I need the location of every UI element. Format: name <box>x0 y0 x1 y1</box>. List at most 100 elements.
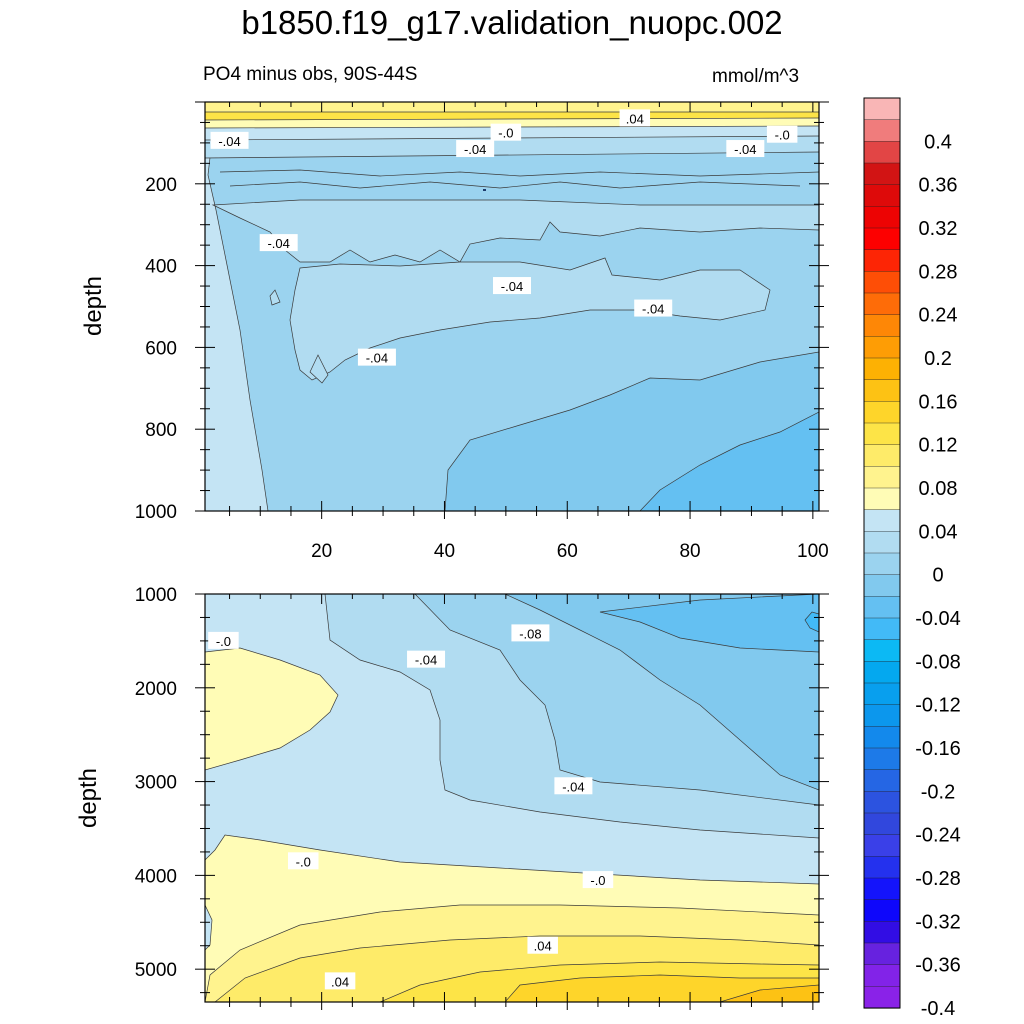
colorbar-label: 0.32 <box>919 218 958 240</box>
contour-label-box <box>210 131 249 149</box>
colorbar-label: -0.32 <box>915 911 961 933</box>
contour-label-box <box>259 234 298 252</box>
contour-line <box>229 181 801 189</box>
y-tick-label: 400 <box>145 257 177 278</box>
colorbar-swatch <box>863 314 901 337</box>
contour-label-text: -.0 <box>775 128 790 143</box>
contour-label-text: -.04 <box>366 351 388 366</box>
colorbar-label: 0.08 <box>919 478 958 500</box>
contour-label-text: -.04 <box>734 142 756 157</box>
colorbar-label: -0.2 <box>921 781 955 803</box>
colorbar-label: 0.12 <box>919 435 958 457</box>
colorbar-swatch <box>863 206 901 229</box>
top-contour-labels: .04 -.0 -.0 -.04 -.04 -.04 -.04 -.04 -.04 -.04 <box>210 109 798 366</box>
contour-label: -.08 <box>511 624 550 642</box>
colorbar-swatch <box>863 726 901 749</box>
y-tick-label: 1000 <box>135 502 177 523</box>
contour-line <box>219 169 819 177</box>
contour-label-box <box>527 936 558 954</box>
fill-pale-west <box>205 647 339 771</box>
contour-label: .04 <box>324 972 356 990</box>
top-panel: 20 40 60 80 100 200 400 600 800 1000 .04 -.0 -.0 -.0… <box>80 101 829 562</box>
contour-label-box <box>619 109 651 127</box>
contour-label-text: -.04 <box>464 142 486 157</box>
colorbar-swatch <box>863 899 901 922</box>
page-title: b1850.f19_g17.validation_nuopc.002 <box>241 4 783 41</box>
colorbar-swatch <box>863 119 901 142</box>
contour-label-box <box>490 123 522 141</box>
y-tick-label: 200 <box>145 175 177 196</box>
fill-deepest <box>639 411 819 511</box>
contour-label-text: -.04 <box>267 236 289 251</box>
bottom-axis-ticks: 1000 2000 3000 4000 5000 <box>135 585 829 1010</box>
contour-label-box <box>324 972 356 990</box>
colorbar-swatch <box>863 531 901 554</box>
contour-label-box <box>357 348 396 366</box>
colorbar-swatch <box>863 877 901 901</box>
colorbar-swatch <box>863 141 901 164</box>
bottom-y-axis-label: depth <box>75 768 102 828</box>
contour-label: -.04 <box>407 650 446 668</box>
colorbar-swatch <box>863 379 901 402</box>
contour-label-text: -.04 <box>415 653 437 668</box>
units-label: mmol/m^3 <box>712 66 800 87</box>
contour-label: -.04 <box>634 299 673 317</box>
colorbar-swatch <box>863 661 901 684</box>
fill-surface-1 <box>205 102 819 112</box>
contour-label-text: -.0 <box>590 873 605 888</box>
contour-label-text: -.04 <box>642 302 664 317</box>
y-tick-label: 5000 <box>135 960 177 981</box>
panel-subtitle: PO4 minus obs, 90S-44S <box>203 64 418 85</box>
contour-label: .04 <box>527 936 558 954</box>
contour-label-box <box>582 871 614 889</box>
contour-label: -.0 <box>287 852 319 870</box>
colorbar-swatch <box>863 856 901 879</box>
contour-label-text: -.04 <box>501 279 523 294</box>
contour-label-text: -.08 <box>519 626 541 641</box>
contour-label-box <box>208 631 239 649</box>
colorbar: 0.4 0.36 0.32 0.28 0.24 0.2 0.16 0.12 0.08 0.04 0 -… <box>863 97 961 1020</box>
contour-label: -.04 <box>456 140 495 158</box>
colorbar-label: -0.12 <box>915 695 961 717</box>
colorbar-swatch <box>863 97 901 121</box>
fill-band-deepest <box>599 594 819 653</box>
contour-label: -.04 <box>493 277 531 295</box>
x-tick-label: 60 <box>557 541 578 562</box>
top-contour-fill <box>205 102 819 511</box>
contour-label-box <box>554 777 593 795</box>
colorbar-swatch <box>863 596 901 619</box>
contour-label-box <box>493 277 531 295</box>
x-tick-label: 100 <box>797 541 829 562</box>
x-tick-label: 40 <box>434 541 455 562</box>
colorbar-swatch <box>863 509 901 532</box>
y-tick-label: 600 <box>145 338 177 359</box>
colorbar-swatch <box>863 704 901 727</box>
fill-bottom-4 <box>504 974 819 1002</box>
colorbar-label: 0 <box>932 565 943 587</box>
contour-label-box <box>456 140 495 158</box>
contour-label-box <box>287 852 319 870</box>
colorbar-swatch <box>863 162 901 186</box>
contour-label-box <box>511 624 550 642</box>
contour-label: -.0 <box>208 631 239 649</box>
colorbar-label: 0.04 <box>919 521 958 543</box>
colorbar-swatch <box>863 617 901 641</box>
fill-edge-blue <box>205 904 213 951</box>
colorbar-swatch <box>863 921 901 944</box>
contour-label-box <box>766 125 798 143</box>
y-tick-label: 2000 <box>135 679 177 700</box>
contour-label: -.04 <box>554 777 593 795</box>
contour-label: -.0 <box>582 871 614 889</box>
fill-bottom-5 <box>719 984 819 1002</box>
bottom-contour-labels: -.0 -.04 -.08 -.04 -.0 -.0 .04 .04 <box>208 624 614 990</box>
contour-label: -.04 <box>210 131 249 149</box>
contour-label-text: .04 <box>534 939 552 954</box>
contour-label: -.04 <box>259 234 298 252</box>
bottom-plot-frame <box>204 593 820 1003</box>
top-axis-ticks: 20 40 60 80 100 200 400 600 800 1000 <box>135 101 829 562</box>
colorbar-swatch <box>863 942 901 966</box>
contour-label: -.0 <box>490 123 522 141</box>
contour-blob <box>309 354 329 384</box>
contour-label-text: -.0 <box>216 634 231 649</box>
